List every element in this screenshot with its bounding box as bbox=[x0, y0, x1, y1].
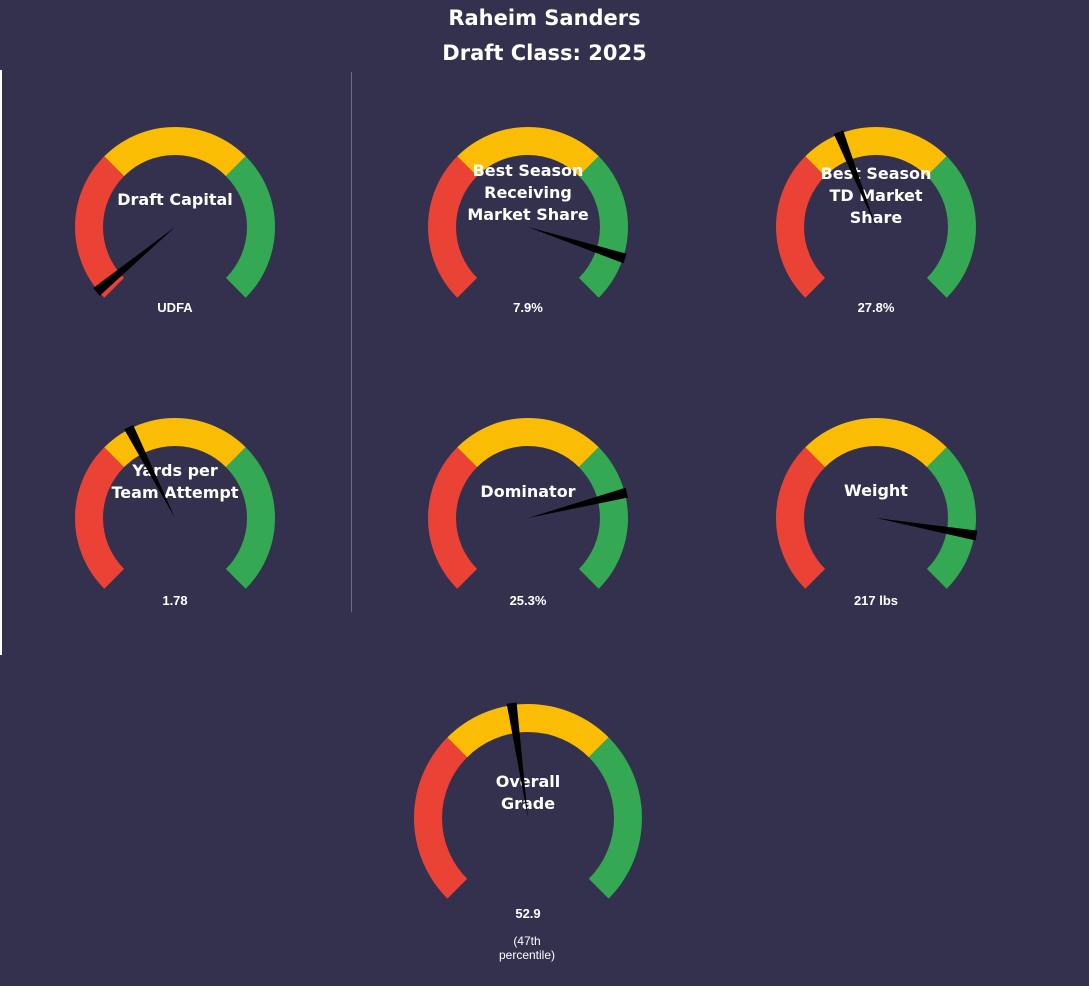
gauge-segment-low bbox=[414, 737, 468, 899]
gauge-segment-low bbox=[75, 447, 125, 589]
gauge-needle bbox=[124, 424, 175, 518]
gauge-segment-mid bbox=[447, 704, 609, 758]
gauge-label: Draft Capital bbox=[117, 190, 233, 209]
gauge-label: Dominator bbox=[480, 482, 575, 501]
gauge-value: 217 lbs bbox=[854, 593, 898, 608]
gauge-label: Share bbox=[850, 208, 903, 227]
gauge-segment-mid bbox=[457, 127, 599, 177]
gauge-segment-high bbox=[225, 447, 275, 589]
gauge-value: 25.3% bbox=[510, 593, 547, 608]
gauge-1: Draft Capital UDFA bbox=[75, 127, 275, 315]
gauge-label: Team Attempt bbox=[112, 483, 239, 502]
gauge-label: Receiving bbox=[484, 183, 572, 202]
gauge-label: Market Share bbox=[467, 205, 588, 224]
gauge-value: UDFA bbox=[157, 300, 193, 315]
gauge-segment-low bbox=[776, 447, 826, 589]
gauge-segment-mid bbox=[805, 127, 947, 177]
gauge-segment-high bbox=[926, 156, 976, 298]
top-panel bbox=[0, 0, 1089, 70]
gauge-needle bbox=[506, 702, 528, 818]
gauge-segment-mid bbox=[805, 418, 947, 468]
middle-panel bbox=[2, 70, 1089, 655]
gauge-needle bbox=[528, 227, 627, 264]
gauge-2: Best Season Receiving Market Share 7.9% bbox=[428, 127, 628, 315]
gauge-segment-high bbox=[588, 737, 642, 899]
gauge-segment-low bbox=[776, 156, 826, 298]
gauge-segment-low bbox=[428, 447, 478, 589]
gauge-needle bbox=[93, 227, 175, 296]
gauge-needle bbox=[876, 518, 978, 541]
gauge-3: Best Season TD Market Share 27.8% bbox=[776, 127, 976, 315]
gauge-segment-high bbox=[578, 447, 628, 589]
gauge-label: Grade bbox=[501, 794, 555, 813]
gauge-5: Dominator 25.3% bbox=[428, 418, 629, 608]
gauge-value: 52.9 bbox=[515, 906, 540, 921]
page-title: Raheim Sanders bbox=[448, 6, 641, 30]
gauge-label: Best Season bbox=[473, 161, 584, 180]
gauge-segment-high bbox=[926, 447, 976, 589]
page-subtitle: Draft Class: 2025 bbox=[442, 41, 647, 65]
gauge-value: 27.8% bbox=[858, 300, 895, 315]
gauge-needle bbox=[528, 487, 629, 518]
gauge-segment-high bbox=[225, 156, 275, 298]
gauge-label: TD Market bbox=[829, 186, 922, 205]
gauge-segment-low bbox=[428, 156, 478, 298]
gauge-segment-mid bbox=[104, 127, 246, 177]
gauge-label: Weight bbox=[844, 481, 908, 500]
gauge-6: Weight 217 lbs bbox=[776, 418, 978, 608]
gauge-value: 1.78 bbox=[162, 593, 187, 608]
gauge-needle bbox=[833, 130, 876, 227]
gauge-label: Overall bbox=[496, 772, 561, 791]
gauge-subtext: percentile) bbox=[499, 948, 555, 962]
gauge-segment-low bbox=[75, 156, 125, 298]
gauge-segment-mid bbox=[104, 418, 246, 468]
gauge-label: Best Season bbox=[821, 164, 932, 183]
column-divider bbox=[351, 72, 352, 612]
gauge-value: 7.9% bbox=[513, 300, 543, 315]
gauge-subtext: (47th bbox=[513, 934, 540, 948]
gauge-segment-high bbox=[578, 156, 628, 298]
gauge-segment-mid bbox=[457, 418, 599, 468]
